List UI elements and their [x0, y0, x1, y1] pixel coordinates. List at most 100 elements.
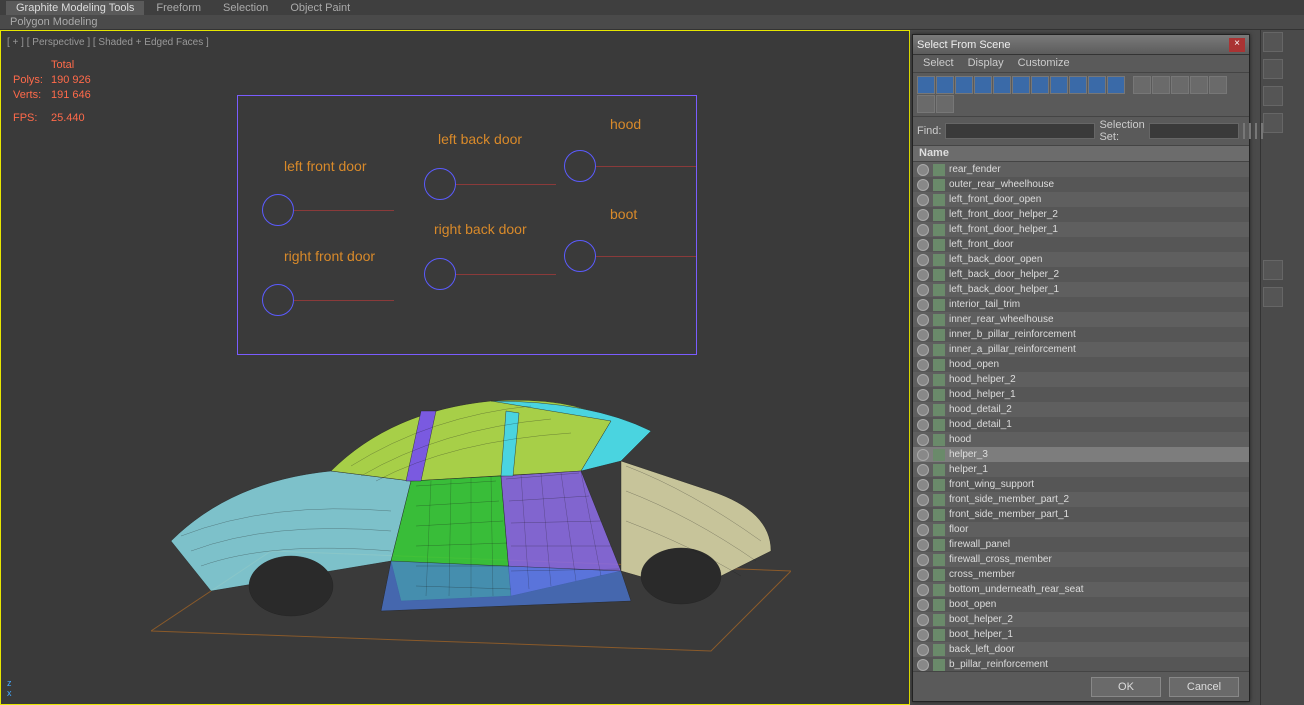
ribbon-tab[interactable]: Freeform	[146, 1, 211, 15]
toolbar-icon[interactable]	[1209, 76, 1227, 94]
rig-handle-icon[interactable]	[262, 194, 294, 226]
list-item[interactable]: inner_rear_wheelhouse	[913, 312, 1249, 327]
dialog-menu-item[interactable]: Select	[923, 57, 954, 70]
panel-icon[interactable]	[1263, 32, 1283, 52]
list-item[interactable]: left_front_door	[913, 237, 1249, 252]
type-icon	[933, 284, 945, 296]
ribbon-tab[interactable]: Selection	[213, 1, 278, 15]
toolbar-icon[interactable]	[1133, 76, 1151, 94]
list-item[interactable]: front_side_member_part_1	[913, 507, 1249, 522]
filter-icon[interactable]	[1031, 76, 1049, 94]
selset-btn-icon[interactable]	[1249, 123, 1251, 139]
item-label: cross_member	[949, 569, 1015, 580]
list-item[interactable]: front_side_member_part_2	[913, 492, 1249, 507]
list-item[interactable]: boot_helper_1	[913, 627, 1249, 642]
filter-icon[interactable]	[1088, 76, 1106, 94]
cancel-button[interactable]: Cancel	[1169, 677, 1239, 697]
toolbar-icon[interactable]	[1190, 76, 1208, 94]
toolbar-icon[interactable]	[936, 95, 954, 113]
type-icon	[933, 374, 945, 386]
list-item[interactable]: left_back_door_helper_2	[913, 267, 1249, 282]
rig-handle-icon[interactable]	[424, 258, 456, 290]
list-item[interactable]: b_pillar_reinforcement	[913, 657, 1249, 671]
list-item[interactable]: left_front_door_helper_1	[913, 222, 1249, 237]
list-item[interactable]: hood	[913, 432, 1249, 447]
list-item[interactable]: floor	[913, 522, 1249, 537]
list-item[interactable]: left_back_door_open	[913, 252, 1249, 267]
list-item[interactable]: boot_open	[913, 597, 1249, 612]
panel-icon[interactable]	[1263, 113, 1283, 133]
list-item[interactable]: bottom_underneath_rear_seat	[913, 582, 1249, 597]
ribbon-subtab[interactable]: Polygon Modeling	[0, 15, 1304, 30]
item-label: front_side_member_part_2	[949, 494, 1069, 505]
filter-icon[interactable]	[1107, 76, 1125, 94]
command-panel[interactable]	[1260, 30, 1304, 705]
ribbon-tab[interactable]: Object Paint	[280, 1, 360, 15]
list-item[interactable]: left_front_door_open	[913, 192, 1249, 207]
rig-handle-icon[interactable]	[564, 240, 596, 272]
filter-icon[interactable]	[936, 76, 954, 94]
filter-icon[interactable]	[993, 76, 1011, 94]
list-item[interactable]: firewall_panel	[913, 537, 1249, 552]
type-icon	[933, 569, 945, 581]
viewport-label[interactable]: [ + ] [ Perspective ] [ Shaded + Edged F…	[7, 37, 209, 48]
toolbar-icon[interactable]	[917, 95, 935, 113]
list-item[interactable]: hood_open	[913, 357, 1249, 372]
viewport[interactable]: [ + ] [ Perspective ] [ Shaded + Edged F…	[0, 30, 910, 705]
filter-icon[interactable]	[974, 76, 992, 94]
dialog-menu-item[interactable]: Display	[968, 57, 1004, 70]
list-item[interactable]: inner_a_pillar_reinforcement	[913, 342, 1249, 357]
panel-icon[interactable]	[1263, 260, 1283, 280]
ok-button[interactable]: OK	[1091, 677, 1161, 697]
ribbon-tab[interactable]: Graphite Modeling Tools	[6, 1, 144, 15]
filter-icon[interactable]	[1012, 76, 1030, 94]
toolbar-icon[interactable]	[1152, 76, 1170, 94]
rig-handle-icon[interactable]	[262, 284, 294, 316]
filter-icon[interactable]	[955, 76, 973, 94]
list-item[interactable]: left_back_door_helper_1	[913, 282, 1249, 297]
list-item[interactable]: left_front_door_helper_2	[913, 207, 1249, 222]
scene-list[interactable]: rear_fenderouter_rear_wheelhouseleft_fro…	[913, 162, 1249, 671]
selset-btn-icon[interactable]	[1255, 123, 1257, 139]
close-icon[interactable]: ×	[1229, 38, 1245, 52]
selset-btn-icon[interactable]	[1243, 123, 1245, 139]
dialog-titlebar[interactable]: Select From Scene ×	[913, 35, 1249, 55]
filter-icon[interactable]	[917, 76, 935, 94]
list-item[interactable]: back_left_door	[913, 642, 1249, 657]
panel-icon[interactable]	[1263, 86, 1283, 106]
rig-label: right front door	[284, 248, 375, 264]
filter-icon[interactable]	[1050, 76, 1068, 94]
selset-btn-icon[interactable]	[1261, 123, 1263, 139]
find-input[interactable]	[945, 123, 1095, 139]
list-header-name[interactable]: Name	[913, 146, 1249, 162]
item-label: hood	[949, 434, 971, 445]
rig-handle-icon[interactable]	[424, 168, 456, 200]
toolbar-icon[interactable]	[1171, 76, 1189, 94]
dialog-menu-item[interactable]: Customize	[1018, 57, 1070, 70]
object-icon	[917, 569, 929, 581]
item-label: hood_open	[949, 359, 999, 370]
rig-handle-icon[interactable]	[564, 150, 596, 182]
rig-line	[294, 210, 394, 211]
list-item[interactable]: hood_detail_2	[913, 402, 1249, 417]
list-item[interactable]: helper_1	[913, 462, 1249, 477]
filter-icon[interactable]	[1069, 76, 1087, 94]
list-item[interactable]: front_wing_support	[913, 477, 1249, 492]
list-item[interactable]: rear_fender	[913, 162, 1249, 177]
selection-set-input[interactable]	[1149, 123, 1239, 139]
type-icon	[933, 614, 945, 626]
list-item[interactable]: boot_helper_2	[913, 612, 1249, 627]
list-item[interactable]: outer_rear_wheelhouse	[913, 177, 1249, 192]
list-item[interactable]: cross_member	[913, 567, 1249, 582]
list-item[interactable]: hood_detail_1	[913, 417, 1249, 432]
list-item[interactable]: hood_helper_2	[913, 372, 1249, 387]
select-from-scene-dialog: Select From Scene × Select Display Customi…	[912, 34, 1250, 702]
list-item[interactable]: firewall_cross_member	[913, 552, 1249, 567]
list-item[interactable]: interior_tail_trim	[913, 297, 1249, 312]
list-item[interactable]: hood_helper_1	[913, 387, 1249, 402]
panel-icon[interactable]	[1263, 59, 1283, 79]
car-model-wireframe[interactable]	[151, 361, 791, 661]
list-item[interactable]: inner_b_pillar_reinforcement	[913, 327, 1249, 342]
list-item[interactable]: helper_3	[913, 447, 1249, 462]
panel-icon[interactable]	[1263, 287, 1283, 307]
